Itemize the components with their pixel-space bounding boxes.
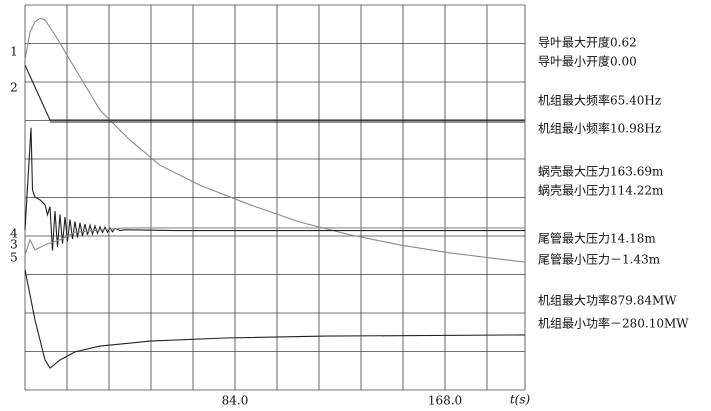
annotation: 尾管最小压力－1.43m bbox=[538, 252, 661, 267]
annotation: 蜗壳最小压力114.22m bbox=[538, 183, 664, 198]
x-axis-label: t(s) bbox=[510, 393, 531, 407]
annotation: 机组最小功率－280.10MW bbox=[538, 316, 689, 331]
annotation: 导叶最大开度0.62 bbox=[538, 35, 637, 50]
curve bbox=[24, 269, 526, 369]
curve bbox=[24, 127, 525, 251]
x-tick-label: 168.0 bbox=[428, 394, 462, 408]
annotation: 机组最小频率10.98Hz bbox=[538, 121, 661, 136]
curve-label: 2 bbox=[10, 81, 18, 95]
x-tick-label: 84.0 bbox=[222, 394, 249, 408]
curve bbox=[24, 227, 525, 256]
annotation: 机组最大频率65.40Hz bbox=[538, 93, 661, 108]
annotation: 蜗壳最大压力163.69m bbox=[538, 164, 664, 179]
curve bbox=[24, 17, 526, 263]
curve bbox=[24, 64, 525, 121]
annotation: 尾管最大压力14.18m bbox=[538, 231, 656, 246]
annotation: 导叶最小开度0.00 bbox=[538, 54, 637, 69]
curve-label: 4 bbox=[10, 227, 18, 241]
curve-label: 1 bbox=[10, 45, 18, 59]
annotation: 机组最大功率879.84MW bbox=[538, 293, 677, 308]
curve-label: 3 bbox=[10, 238, 18, 252]
curve-label: 5 bbox=[10, 251, 18, 265]
